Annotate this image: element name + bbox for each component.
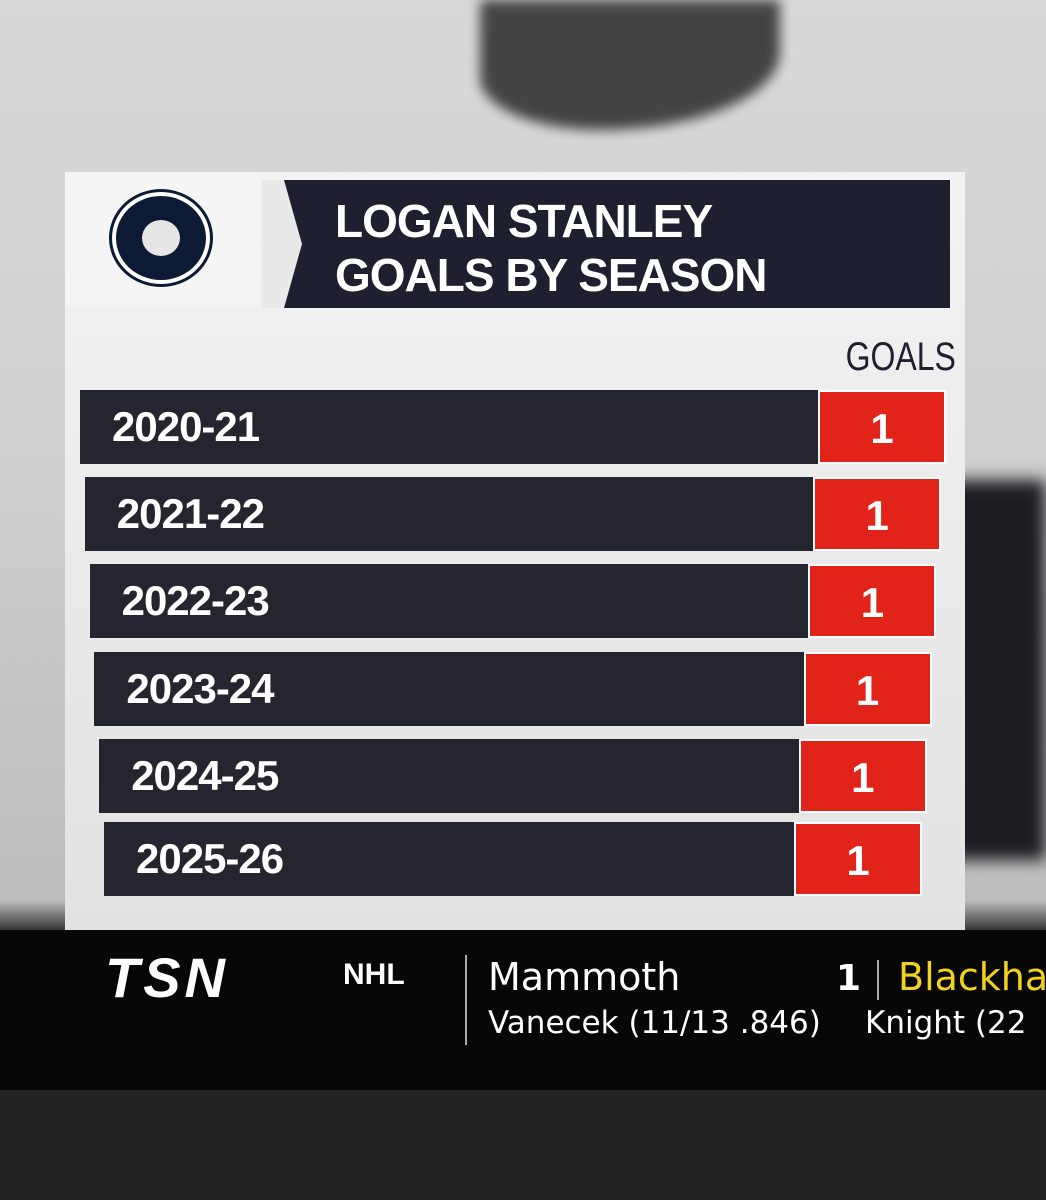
team-name: Blackha — [898, 955, 1046, 999]
goals: 1 — [803, 652, 932, 726]
season: 2025-26 — [104, 822, 796, 896]
logo-center — [142, 220, 180, 256]
team-logo — [112, 192, 210, 284]
network-logo: TSN — [105, 946, 229, 1009]
goals: 1 — [813, 477, 942, 551]
team-name: Mammoth — [488, 955, 681, 999]
separator — [465, 955, 467, 1045]
season: 2022-23 — [89, 564, 811, 638]
goals: 1 — [798, 739, 927, 813]
column-header: GOALS — [845, 335, 956, 379]
goals: 1 — [808, 564, 937, 638]
goalie: Vanecek (11/13 .846) — [488, 1005, 821, 1041]
season: 2024-25 — [99, 739, 801, 813]
goalie: Knight (22 — [865, 1005, 1027, 1041]
goals: 1 — [818, 390, 946, 464]
title-line: LOGAN STANLEY — [335, 195, 713, 247]
ticker — [0, 930, 1046, 1090]
season: 2023-24 — [94, 652, 806, 726]
season: 2021-22 — [84, 477, 816, 551]
score: 1 — [836, 958, 862, 999]
separator — [877, 960, 879, 1000]
background-shape — [480, 0, 780, 130]
title-line: GOALS BY SEASON — [335, 249, 767, 301]
league: NHL — [343, 958, 405, 991]
goals: 1 — [794, 822, 922, 896]
header: LOGAN STANLEY GOALS BY SEASON — [275, 180, 950, 308]
season: 2020-21 — [80, 390, 820, 464]
ticker-lower — [0, 1090, 1046, 1200]
